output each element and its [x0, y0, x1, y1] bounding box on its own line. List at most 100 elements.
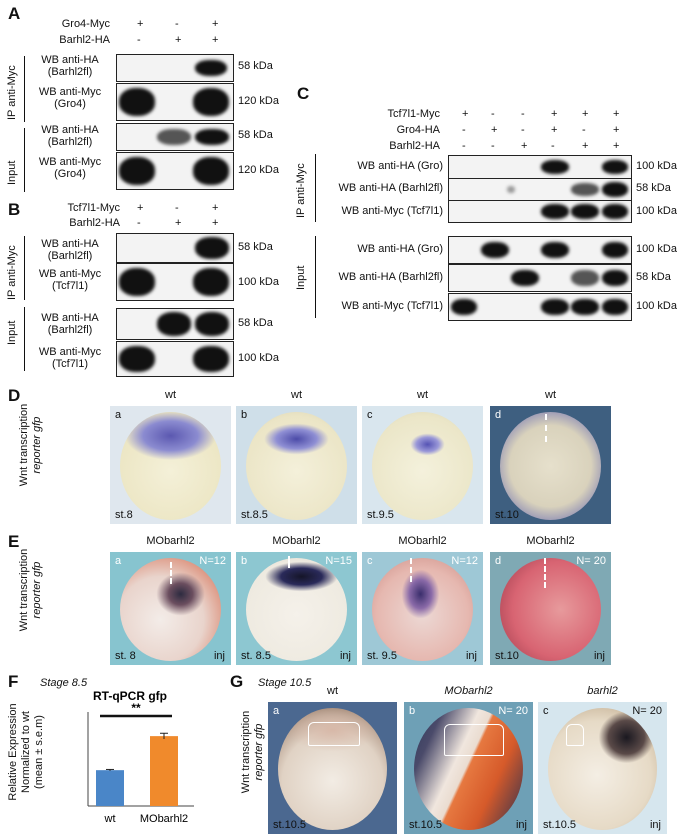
- sub-panel-letter: c: [543, 705, 549, 717]
- kda-label: 120 kDa: [238, 164, 279, 176]
- row-label: Gro4-HA: [396, 124, 440, 136]
- sub-panel-letter: d: [495, 555, 502, 567]
- panel-letter-c: C: [297, 84, 310, 103]
- sign: -: [521, 108, 525, 120]
- panel-letter-a: A: [8, 4, 21, 23]
- stage-label: st. 9.5: [367, 650, 397, 662]
- stage-label: st.9.5: [367, 509, 394, 521]
- side-label: Wnt transcription reporter gfp: [18, 403, 43, 487]
- western-blot: [448, 236, 632, 264]
- row-label: Barhl2-HA: [59, 34, 110, 46]
- blot-label: WB anti-Myc (Tcf7l1): [38, 268, 102, 292]
- sign: -: [491, 108, 495, 120]
- sign: -: [521, 124, 525, 136]
- blot-label: WB anti-HA (Barhl2fl): [338, 271, 443, 283]
- injected-side-label: inj: [593, 650, 605, 662]
- panel-letter-b: B: [8, 200, 21, 219]
- roi-outline: [444, 724, 504, 756]
- sample-count: N=15: [325, 555, 352, 567]
- sub-panel-letter: a: [273, 705, 280, 717]
- kda-label: 58 kDa: [238, 241, 273, 253]
- western-blot: [116, 152, 234, 190]
- sign: +: [491, 124, 498, 136]
- input-label: Input: [295, 265, 307, 290]
- sign: +: [462, 108, 469, 120]
- dashed-marker: [288, 556, 290, 568]
- bracket-line: [315, 236, 316, 318]
- western-blot: [116, 123, 234, 151]
- blot-label: WB anti-HA (Barhl2fl): [41, 124, 99, 148]
- injected-side-label: inj: [649, 819, 661, 831]
- stage-label: st. 8.5: [241, 650, 271, 662]
- image-title: wt: [165, 389, 176, 401]
- stage-label: Stage 10.5: [258, 677, 312, 689]
- sub-panel-letter: c: [367, 409, 373, 421]
- bracket-line: [24, 56, 25, 122]
- input-label: Input: [6, 320, 18, 345]
- x-tick-label: wt: [104, 813, 116, 825]
- blot-label: WB anti-HA (Barhl2fl): [338, 182, 443, 194]
- stage-label: st.8.5: [241, 509, 268, 521]
- panel-letter-d: D: [8, 386, 21, 405]
- sign: +: [212, 18, 219, 30]
- image-title: MObarhl2: [444, 685, 493, 697]
- blot-label: WB anti-HA (Barhl2fl): [41, 238, 99, 262]
- sign: +: [582, 140, 589, 152]
- dashed-marker: [545, 414, 547, 442]
- sign: -: [462, 140, 466, 152]
- blot-label: WB anti-Myc (Gro4): [38, 156, 102, 180]
- sign: +: [137, 18, 144, 30]
- sign: +: [212, 202, 219, 214]
- panel-letter-e: E: [8, 532, 20, 551]
- row-label: Tcf7l1-Myc: [387, 108, 440, 120]
- panel-letter-f: F: [8, 672, 19, 691]
- kda-label: 58 kDa: [238, 60, 273, 72]
- blot-label: WB anti-Myc (Tcf7l1): [341, 300, 443, 312]
- kda-label: 120 kDa: [238, 95, 279, 107]
- kda-label: 100 kDa: [636, 300, 677, 312]
- sub-panel-letter: b: [241, 409, 248, 421]
- western-blot: [448, 264, 632, 292]
- sign: -: [175, 202, 179, 214]
- x-tick-label: MObarhl2: [140, 813, 188, 825]
- row-label: Tcf7l1-Myc: [67, 202, 120, 214]
- image-title: MObarhl2: [526, 535, 575, 547]
- sign: +: [175, 217, 182, 229]
- sign: -: [462, 124, 466, 136]
- stage-label: st.10.5: [543, 819, 577, 831]
- sample-count: N=12: [451, 555, 478, 567]
- western-blot: [116, 233, 234, 263]
- embryo: [372, 412, 473, 520]
- kda-label: 100 kDa: [238, 352, 279, 364]
- kda-label: 58 kDa: [636, 271, 671, 283]
- western-blot: [116, 341, 234, 377]
- sub-panel-letter: c: [367, 555, 373, 567]
- embryo-image: a st.8: [110, 406, 231, 524]
- embryo-image: a st.10.5: [268, 702, 397, 834]
- sign: +: [137, 202, 144, 214]
- sub-panel-letter: a: [115, 555, 122, 567]
- sign: +: [212, 34, 219, 46]
- stage-label: st.10.5: [273, 819, 307, 831]
- side-label: Wnt transcription reporter gfp: [18, 548, 43, 632]
- bar-wt: [96, 770, 124, 806]
- embryo-image: a N=12 st. 8 inj: [110, 552, 231, 665]
- blot-label: WB anti-Myc (Gro4): [38, 86, 102, 110]
- sign: +: [521, 140, 528, 152]
- sample-count: N= 20: [576, 555, 606, 567]
- embryo: [414, 708, 523, 830]
- sign: -: [491, 140, 495, 152]
- stage-label: st. 8: [115, 650, 136, 662]
- western-blot: [116, 308, 234, 340]
- embryo: [548, 708, 657, 830]
- embryo: [246, 412, 347, 520]
- stage-label: Stage 8.5: [40, 677, 88, 689]
- injected-side-label: inj: [515, 819, 527, 831]
- image-title: wt: [417, 389, 428, 401]
- sign: -: [551, 140, 555, 152]
- kda-label: 58 kDa: [636, 182, 671, 194]
- kda-label: 58 kDa: [238, 129, 273, 141]
- input-label: Input: [6, 160, 18, 185]
- image-title: MObarhl2: [146, 535, 195, 547]
- bar-MObarhl2: [150, 736, 178, 806]
